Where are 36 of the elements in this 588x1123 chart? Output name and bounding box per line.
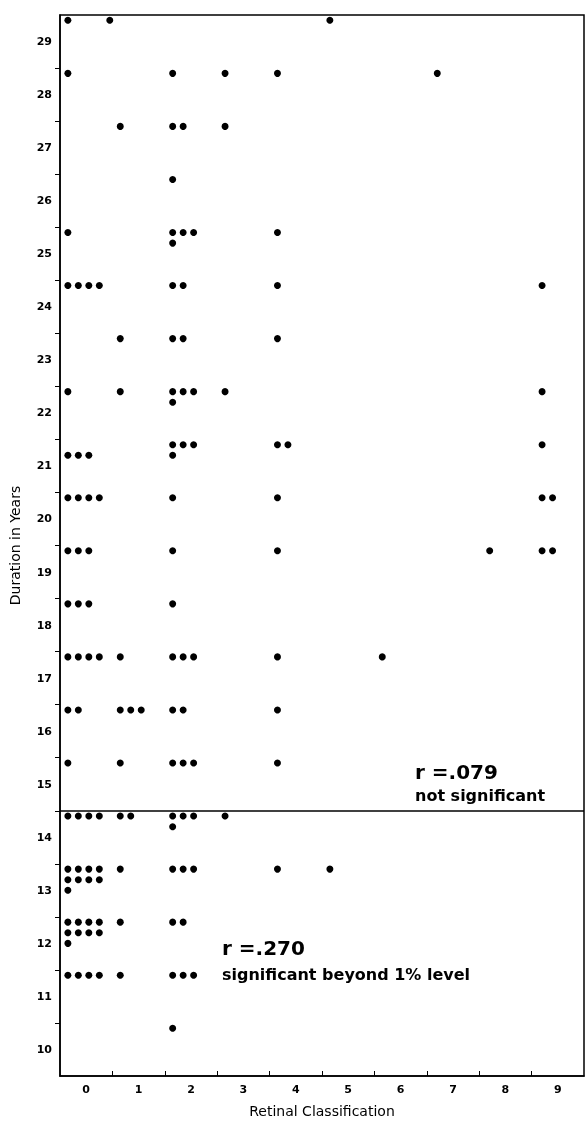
annotation: not significant [415, 785, 546, 805]
y-tick-label: 13 [36, 883, 52, 897]
y-tick-label: 26 [36, 194, 53, 208]
x-tick-label: 9 [553, 1083, 562, 1096]
x-tick-label: 6 [396, 1083, 405, 1096]
annotation: r =.270 [222, 936, 305, 960]
y-tick-label: 11 [36, 989, 52, 1003]
x-tick-label: 5 [344, 1083, 353, 1096]
y-tick-label: 16 [36, 724, 53, 738]
y-tick-label: 28 [36, 88, 52, 102]
x-tick-label: 8 [501, 1083, 510, 1096]
x-tick-label: 3 [239, 1083, 248, 1096]
annotation: significant beyond 1% level [222, 964, 471, 984]
y-tick-label: 27 [36, 141, 52, 155]
y-tick-label: 15 [36, 777, 52, 791]
y-tick-label: 17 [36, 671, 52, 685]
y-tick-label: 24 [36, 300, 53, 314]
y-tick-label: 22 [36, 406, 52, 420]
x-tick-label: 2 [187, 1083, 195, 1096]
y-tick-label: 14 [36, 830, 53, 844]
x-tick-label: 0 [82, 1083, 91, 1096]
annotation: r =.079 [415, 760, 498, 784]
y-tick-label: 23 [36, 353, 52, 367]
y-tick-label: 19 [36, 565, 52, 579]
x-tick-label: 1 [134, 1083, 143, 1096]
y-tick-label: 29 [36, 35, 52, 49]
y-tick-label: 20 [36, 512, 53, 526]
x-tick-label: 7 [449, 1083, 457, 1096]
y-tick-label: 21 [36, 459, 52, 473]
x-axis-title: Retinal Classification [249, 1103, 395, 1119]
y-tick-label: 12 [36, 936, 52, 950]
y-tick-label: 25 [36, 247, 52, 261]
y-tick-label: 10 [36, 1042, 53, 1056]
x-tick-label: 4 [291, 1083, 300, 1096]
y-axis-title: Duration in Years [7, 485, 23, 606]
y-tick-label: 18 [36, 618, 52, 632]
